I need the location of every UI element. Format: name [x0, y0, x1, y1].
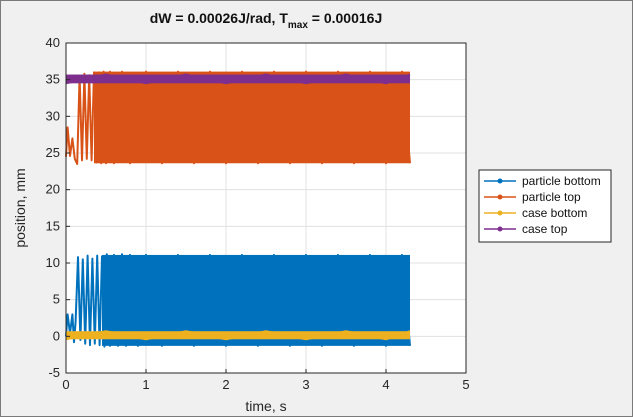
x-tick-label: 0	[62, 377, 69, 392]
series-line-particle-top	[65, 70, 411, 165]
title-main: dW = 0.00026J/rad, T	[150, 10, 289, 26]
legend-label: particle top	[522, 190, 581, 204]
series-case-top	[65, 73, 411, 85]
legend-swatch-marker	[497, 178, 503, 184]
legend-swatch-marker	[497, 226, 503, 232]
legend-swatch-marker	[497, 210, 503, 216]
legend: particle bottom particle top case bottom ca…	[478, 169, 612, 243]
y-tick-label: 10	[46, 255, 60, 270]
series-particle-bottom	[65, 253, 411, 348]
y-tick-label: 0	[53, 328, 60, 343]
chart-title: dW = 0.00026J/rad, Tmax = 0.00016J	[150, 10, 383, 31]
legend-item-case-top: case top	[484, 222, 568, 236]
series-layer	[65, 70, 411, 348]
series-line-case-bottom	[65, 330, 411, 341]
plot-frame	[65, 42, 467, 374]
title-subscript: max	[288, 20, 308, 31]
x-tick-label: 3	[302, 377, 309, 392]
y-tick-label: 40	[46, 35, 60, 50]
y-tick-label: 20	[46, 182, 60, 197]
y-axis-label: position, mm	[12, 168, 28, 247]
legend-swatch-marker	[497, 194, 503, 200]
y-tick-label: -5	[48, 365, 60, 380]
y-tick-label: 5	[53, 292, 60, 307]
series-line-case-top	[65, 73, 411, 85]
x-tick-label: 5	[462, 377, 469, 392]
title-end: = 0.00016J	[308, 10, 382, 26]
legend-label: case top	[522, 222, 568, 236]
x-tick-label: 1	[142, 377, 149, 392]
y-tick-label: 15	[46, 218, 60, 233]
legend-label: particle bottom	[522, 174, 601, 188]
y-tick-label: 25	[46, 145, 60, 160]
x-tick-label: 2	[222, 377, 229, 392]
x-tick-label: 4	[382, 377, 389, 392]
legend-label: case bottom	[522, 206, 587, 220]
series-particle-top	[65, 70, 411, 165]
legend-item-case-bottom: case bottom	[484, 206, 587, 220]
y-tick-label: 35	[46, 72, 60, 87]
x-axis-label: time, s	[245, 398, 286, 414]
series-case-bottom	[65, 330, 411, 341]
legend-entries: particle bottom particle top case bottom ca…	[484, 174, 601, 236]
series-line-particle-bottom	[65, 253, 411, 348]
series-band-case-bottom	[66, 331, 410, 340]
series-band-case-top	[66, 74, 410, 84]
legend-item-particle-bottom: particle bottom	[484, 174, 601, 188]
legend-item-particle-top: particle top	[484, 190, 581, 204]
y-tick-label: 30	[46, 108, 60, 123]
